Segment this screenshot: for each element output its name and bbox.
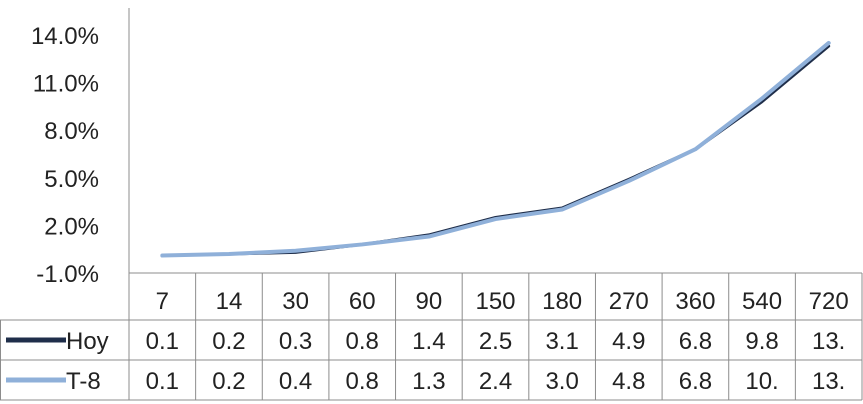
table-cell-t-8: 4.8 (612, 368, 645, 395)
x-tick-label: 60 (349, 288, 376, 315)
table-cell-t-8: 10. (745, 368, 778, 395)
table-cell-hoy: 0.1 (146, 328, 179, 355)
legend-label-t-8: T-8 (66, 368, 101, 395)
y-tick-label: 2.0% (44, 213, 99, 240)
x-tick-label: 90 (416, 288, 443, 315)
x-tick-label: 14 (216, 288, 243, 315)
table-cell-t-8: 1.3 (412, 368, 445, 395)
table-cell-hoy: 0.2 (212, 328, 245, 355)
table-cell-hoy: 9.8 (745, 328, 778, 355)
series-line-hoy (160, 44, 831, 258)
series-line-t-8 (160, 40, 831, 258)
y-tick-label: -1.0% (36, 261, 99, 288)
y-tick-label: 5.0% (44, 166, 99, 193)
table-cell-t-8: 0.8 (346, 368, 379, 395)
table-cell-t-8: 6.8 (679, 368, 712, 395)
x-tick-label: 360 (675, 288, 715, 315)
x-tick-label: 270 (609, 288, 649, 315)
table-cell-hoy: 0.8 (346, 328, 379, 355)
x-tick-label: 30 (282, 288, 309, 315)
y-tick-label: 11.0% (33, 71, 99, 98)
table-cell-t-8: 0.2 (212, 368, 245, 395)
table-cell-hoy: 3.1 (545, 328, 578, 355)
table-cell-t-8: 13. (812, 368, 845, 395)
table-cell-t-8: 3.0 (545, 368, 578, 395)
table-cell-hoy: 0.3 (279, 328, 312, 355)
table-cell-t-8: 0.1 (146, 368, 179, 395)
legend-label-hoy: Hoy (66, 328, 109, 355)
x-tick-label: 180 (542, 288, 582, 315)
x-tick-label: 7 (156, 288, 169, 315)
table-cell-hoy: 1.4 (412, 328, 445, 355)
table-cell-t-8: 0.4 (279, 368, 312, 395)
table-cell-hoy: 2.5 (479, 328, 512, 355)
y-tick-label: 8.0% (44, 118, 99, 145)
x-tick-label: 540 (742, 288, 782, 315)
table-cell-hoy: 4.9 (612, 328, 645, 355)
x-tick-label: 150 (475, 288, 515, 315)
x-tick-label: 720 (809, 288, 849, 315)
y-tick-label: 14.0% (31, 23, 99, 50)
table-cell-hoy: 6.8 (679, 328, 712, 355)
table-cell-hoy: 13. (812, 328, 845, 355)
table-cell-t-8: 2.4 (479, 368, 512, 395)
